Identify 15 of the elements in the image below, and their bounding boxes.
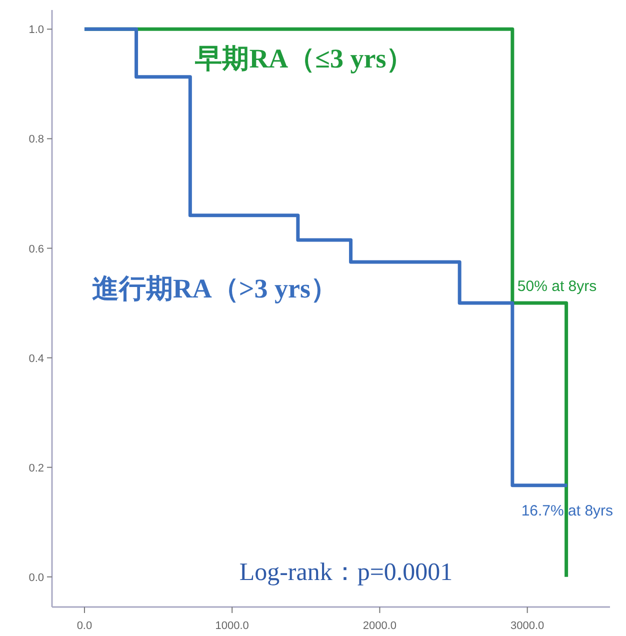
annotation: 50% at 8yrs [517, 278, 597, 296]
annotation: 16.7% at 8yrs [521, 502, 614, 520]
x-tick-label: 1000.0 [215, 620, 249, 632]
y-tick-label: 0.8 [28, 134, 44, 146]
x-tick-label: 3000.0 [510, 620, 544, 632]
series-label: 早期RA（≤3 yrs） [194, 44, 414, 74]
series-label: 進行期RA（>3 yrs） [92, 274, 338, 304]
y-tick-label: 0.2 [28, 462, 44, 474]
x-tick-label: 0.0 [76, 620, 92, 632]
annotation: Log-rank：p=0.0001 [239, 559, 453, 586]
y-tick-label: 0.4 [28, 352, 44, 365]
y-tick-label: 1.0 [28, 24, 44, 36]
y-tick-label: 0.6 [28, 243, 44, 256]
x-tick-label: 2000.0 [362, 620, 397, 632]
y-tick-label: 0.0 [28, 572, 44, 584]
